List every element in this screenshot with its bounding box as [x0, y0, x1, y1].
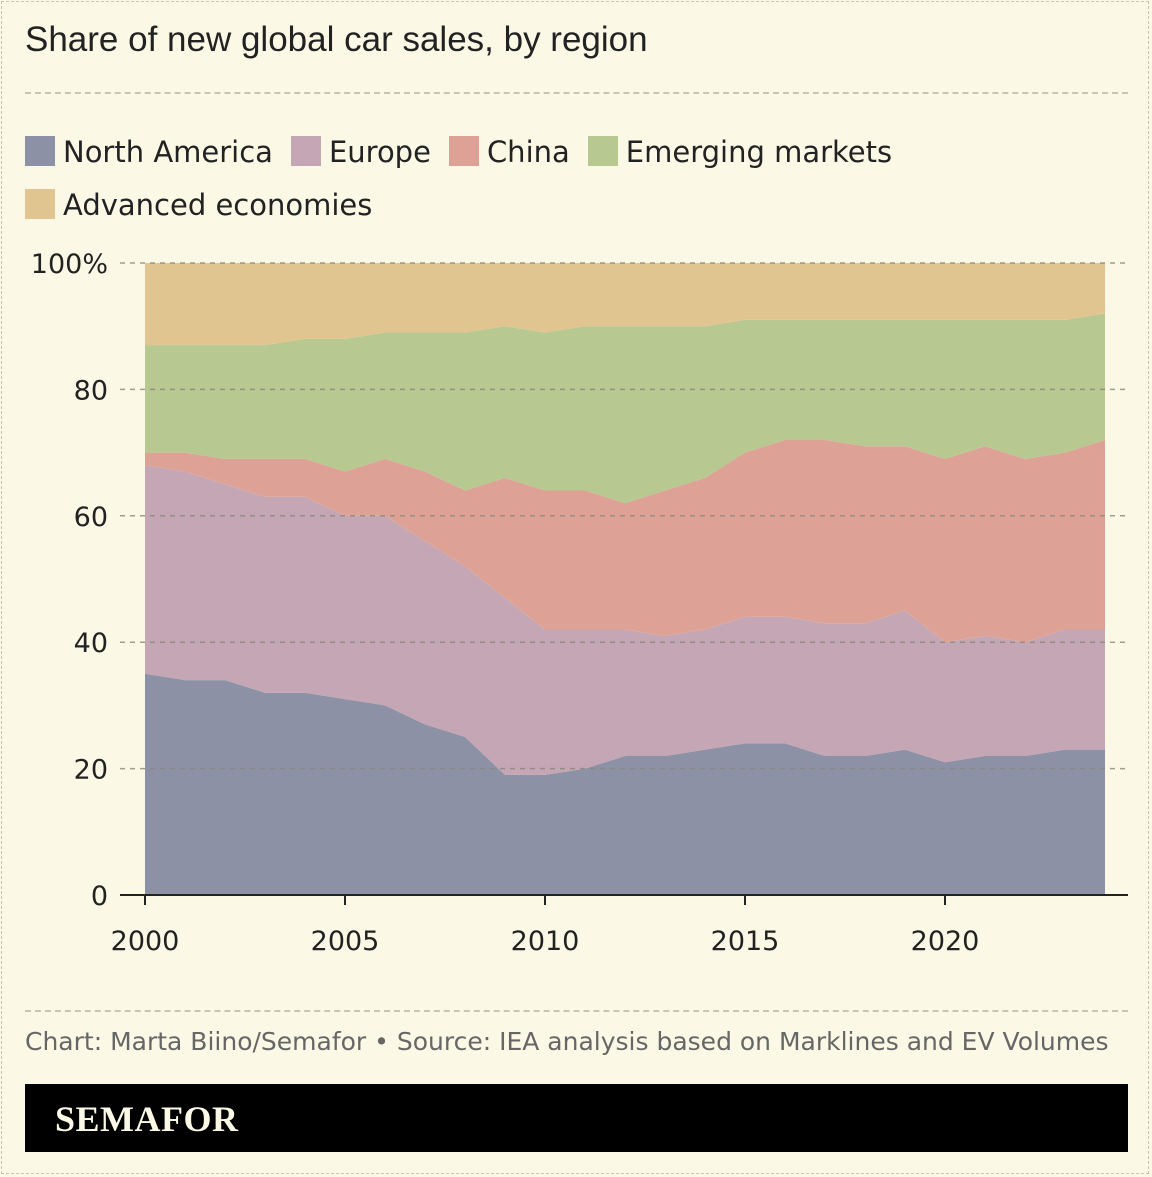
- legend-swatch: [587, 136, 618, 166]
- x-tick-label: 2015: [711, 926, 780, 957]
- legend-item: North America: [25, 126, 273, 179]
- divider: [25, 92, 1128, 94]
- legend-item: Advanced economies: [25, 179, 372, 232]
- legend-label: Advanced economies: [63, 188, 373, 222]
- area-advanced-economies: [145, 263, 1105, 346]
- legend-label: Emerging markets: [625, 135, 893, 169]
- x-tick-label: 2000: [111, 926, 180, 957]
- x-tick-label: 2010: [511, 926, 580, 957]
- y-tick-label: 100%: [31, 249, 108, 280]
- legend-label: China: [486, 135, 570, 169]
- legend-label: Europe: [328, 135, 431, 169]
- legend: North America Europe China Emerging markets…: [25, 126, 1135, 232]
- legend-swatch: [25, 189, 55, 219]
- legend-swatch: [290, 136, 321, 166]
- y-tick-label: 40: [74, 628, 108, 659]
- legend-item: Europe: [290, 126, 431, 179]
- legend-swatch: [448, 136, 479, 166]
- source-note: Chart: Marta Biino/Semafor • Source: IEA…: [25, 1027, 1109, 1056]
- y-tick-label: 0: [91, 881, 108, 912]
- semafor-logo: SEMAFOR: [55, 1099, 239, 1139]
- x-tick-label: 2005: [311, 926, 380, 957]
- y-tick-label: 60: [74, 502, 108, 533]
- divider: [25, 1010, 1128, 1012]
- area-chart: 0 20 40 60 80 100% 2000 2005 2010 2015 2020: [31, 249, 1128, 957]
- brand-bar: SEMAFOR: [25, 1084, 1128, 1152]
- y-tick-label: 20: [74, 755, 108, 786]
- legend-label: North America: [63, 135, 273, 169]
- x-tick-label: 2020: [911, 926, 980, 957]
- legend-swatch: [25, 136, 55, 166]
- area-north-america: [145, 673, 1105, 895]
- y-tick-label: 80: [74, 375, 108, 406]
- area-emerging-markets: [145, 313, 1105, 504]
- chart-title: Share of new global car sales, by region: [25, 20, 648, 59]
- area-europe: [145, 465, 1105, 775]
- area-china: [145, 439, 1105, 643]
- legend-item: China: [448, 126, 570, 179]
- legend-item: Emerging markets: [587, 126, 893, 179]
